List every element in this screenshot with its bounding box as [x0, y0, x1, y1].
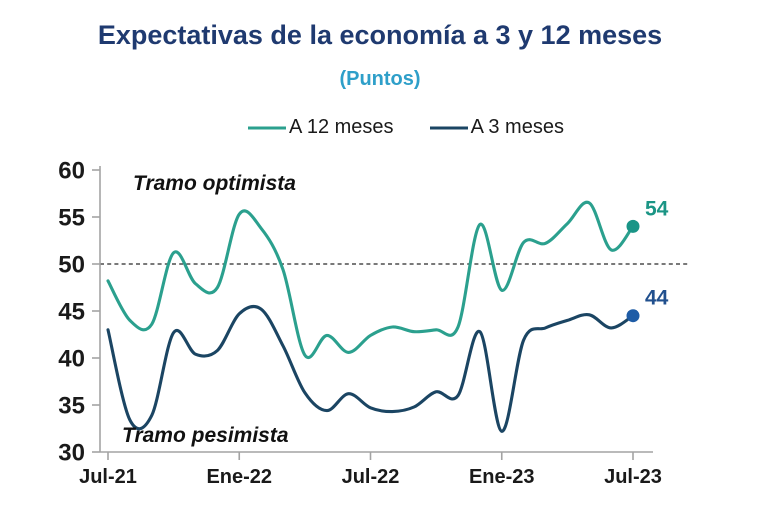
- legend-item-12-meses: A 12 meses: [248, 116, 394, 139]
- chart-legend: A 12 meses A 3 meses: [0, 116, 760, 139]
- annotation-tramo-optimista: Tramo optimista: [133, 172, 296, 195]
- y-tick-label: 40: [58, 346, 85, 373]
- legend-label-3-meses: A 3 meses: [470, 116, 564, 138]
- series-endpoint-dot-a-3-meses: [626, 309, 640, 323]
- series-end-label-a-12-meses: 54: [645, 197, 669, 220]
- y-tick-label: 45: [58, 299, 85, 326]
- y-tick-label: 30: [58, 440, 85, 467]
- series-endpoint-dot-a-12-meses: [626, 219, 640, 233]
- y-tick-label: 50: [58, 252, 85, 279]
- x-tick-label: Jul-22: [342, 466, 400, 488]
- y-tick-label: 60: [58, 158, 85, 185]
- x-tick-label: Ene-22: [206, 466, 272, 488]
- legend-line-3-meses-icon: [429, 126, 468, 129]
- x-tick-label: Jul-23: [604, 466, 662, 488]
- plot-series: 54 44: [106, 197, 669, 433]
- series-line-a-3-meses: [106, 304, 635, 433]
- series-end-label-a-3-meses: 44: [645, 287, 669, 310]
- y-tick-label: 55: [58, 205, 85, 232]
- legend-line-12-meses-icon: [248, 126, 287, 129]
- chart-title: Expectativas de la economía a 3 y 12 mes…: [97, 20, 663, 50]
- annotation-tramo-pesimista: Tramo pesimista: [122, 424, 289, 447]
- x-tick-label: Jul-21: [79, 466, 137, 488]
- x-tick-label: Ene-23: [469, 466, 535, 488]
- y-tick-label: 35: [58, 393, 85, 420]
- legend-label-12-meses: A 12 meses: [289, 116, 394, 138]
- series-line-a-12-meses: [106, 200, 635, 360]
- legend-item-3-meses: A 3 meses: [429, 116, 564, 139]
- chart-subtitle: (Puntos): [339, 68, 421, 90]
